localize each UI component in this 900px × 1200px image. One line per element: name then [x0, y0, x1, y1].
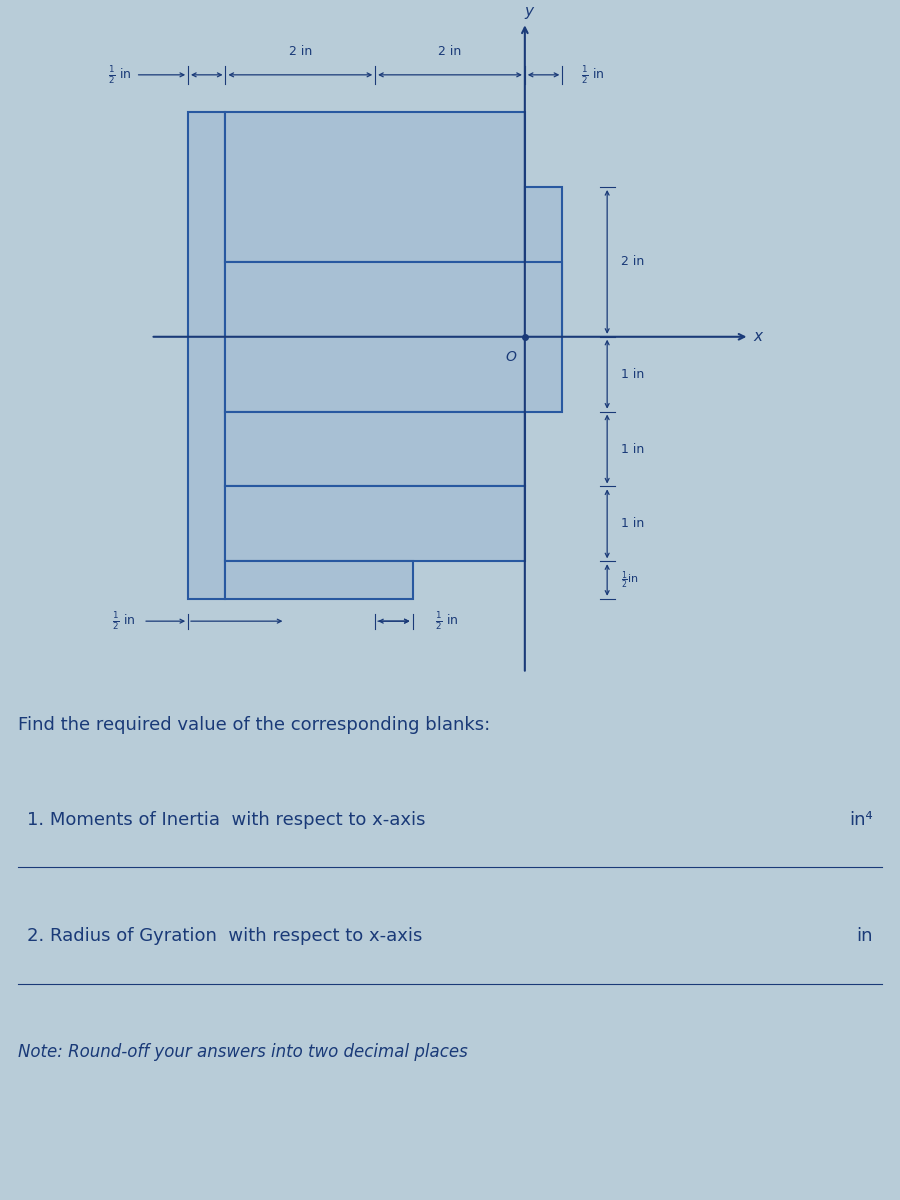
Bar: [226, 113, 525, 262]
Text: 2 in: 2 in: [289, 46, 312, 59]
Text: $\frac{1}{2}$ in: $\frac{1}{2}$ in: [109, 64, 132, 85]
Text: 1 in: 1 in: [621, 443, 644, 456]
Text: $\frac{1}{2}$ in: $\frac{1}{2}$ in: [435, 611, 458, 632]
Text: 1 in: 1 in: [621, 367, 644, 380]
Bar: [226, 262, 562, 412]
Bar: [226, 412, 525, 486]
Text: $\frac{1}{2}$in: $\frac{1}{2}$in: [621, 569, 638, 590]
Text: Find the required value of the corresponding blanks:: Find the required value of the correspon…: [18, 715, 490, 733]
Bar: [188, 113, 226, 599]
Text: 2 in: 2 in: [438, 46, 462, 59]
Bar: [226, 486, 525, 562]
Text: 2 in: 2 in: [621, 256, 644, 269]
Bar: [226, 562, 412, 599]
Text: in: in: [857, 926, 873, 946]
Text: 1 in: 1 in: [621, 517, 644, 530]
Text: 1. Moments of Inertia  with respect to x-axis: 1. Moments of Inertia with respect to x-…: [27, 811, 426, 829]
Text: Note: Round-off your answers into two decimal places: Note: Round-off your answers into two de…: [18, 1043, 468, 1061]
Text: O: O: [505, 350, 516, 365]
Text: x: x: [753, 329, 762, 344]
Text: $\frac{1}{2}$ in: $\frac{1}{2}$ in: [112, 611, 136, 632]
Text: y: y: [524, 4, 533, 19]
Text: $\frac{1}{2}$ in: $\frac{1}{2}$ in: [581, 64, 605, 85]
Bar: [525, 187, 562, 337]
Text: 2. Radius of Gyration  with respect to x-axis: 2. Radius of Gyration with respect to x-…: [27, 926, 422, 946]
Text: in⁴: in⁴: [850, 811, 873, 829]
